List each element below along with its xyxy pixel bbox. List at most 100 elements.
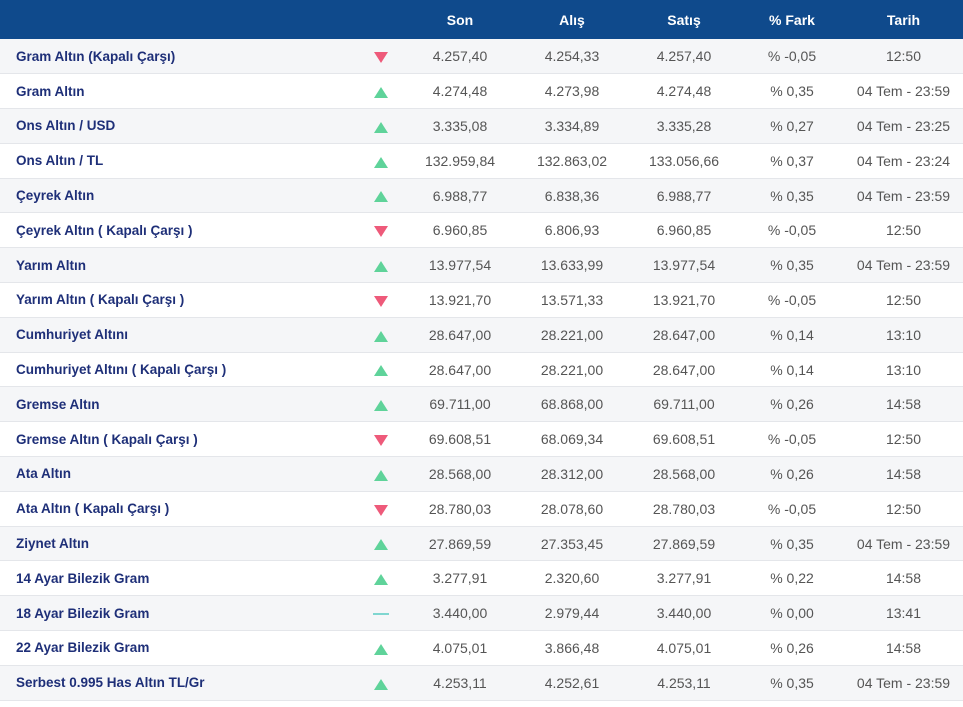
percent-change: % -0,05 (767, 222, 817, 239)
row-name-link[interactable]: Gremse Altın (16, 396, 100, 412)
row-name-link[interactable]: Serbest 0.995 Has Altın TL/Gr (16, 675, 205, 691)
row-name-link[interactable]: Gremse Altın ( Kapalı Çarşı ) (16, 431, 198, 447)
table-row[interactable]: Yarım Altın ( Kapalı Çarşı ) 13.921,70 13.… (0, 282, 963, 318)
table-row[interactable]: 18 Ayar Bilezik Gram 3.440,00 2.979,44 3.44… (0, 595, 963, 631)
trend-up-arrow-icon (374, 574, 388, 586)
trend-up-arrow-icon (374, 365, 388, 377)
trend-down-arrow-icon (374, 434, 388, 446)
price-satis: 133.056,66 (648, 152, 720, 169)
trend-cell (358, 143, 404, 178)
trend-up-arrow-icon (374, 260, 388, 272)
row-name-link[interactable]: Cumhuriyet Altını (16, 327, 129, 343)
row-name-link[interactable]: 22 Ayar Bilezik Gram (16, 640, 150, 656)
price-alis: 28.078,60 (540, 500, 604, 517)
price-satis: 69.608,51 (652, 431, 716, 448)
trend-up-arrow-icon (374, 86, 388, 98)
update-time: 13:10 (885, 361, 922, 378)
price-son: 132.959,84 (424, 152, 496, 169)
price-satis: 28.647,00 (652, 361, 716, 378)
row-name-link[interactable]: Ons Altın / USD (16, 118, 116, 134)
percent-change: % 0,26 (770, 465, 814, 482)
price-son: 69.608,51 (428, 431, 492, 448)
percent-change: % 0,27 (770, 117, 814, 134)
trend-cell (358, 248, 404, 283)
price-alis: 4.273,98 (544, 83, 600, 100)
price-alis: 6.806,93 (544, 222, 600, 239)
trend-cell (358, 74, 404, 109)
trend-up-arrow-icon (374, 539, 388, 551)
row-name-link[interactable]: Gram Altın (Kapalı Çarşı) (16, 48, 176, 64)
table-row[interactable]: Çeyrek Altın ( Kapalı Çarşı ) 6.960,85 6.8… (0, 212, 963, 248)
row-name-link[interactable]: Ata Altın (16, 466, 71, 482)
table-row[interactable]: Ata Altın ( Kapalı Çarşı ) 28.780,03 28.07… (0, 491, 963, 527)
percent-change: % 0,37 (770, 152, 814, 169)
percent-change: % -0,05 (767, 291, 817, 308)
table-row[interactable]: Gram Altın 4.274,48 4.273,98 4.274,48 % 0,35… (0, 73, 963, 109)
price-satis: 3.277,91 (656, 570, 712, 587)
table-row[interactable]: Gremse Altın 69.711,00 68.868,00 69.711,00%… (0, 386, 963, 422)
header-alis[interactable]: Alış (559, 11, 585, 28)
price-alis: 3.334,89 (544, 117, 600, 134)
price-alis: 28.221,00 (540, 326, 604, 343)
trend-down-arrow-icon (374, 295, 388, 307)
trend-up-arrow-icon (374, 191, 388, 203)
price-son: 4.075,01 (432, 639, 488, 656)
table-row[interactable]: 22 Ayar Bilezik Gram 4.075,01 3.866,48 4.07… (0, 630, 963, 666)
table-row[interactable]: Ziynet Altın 27.869,59 27.353,45 27.869,59%… (0, 526, 963, 561)
table-row[interactable]: 14 Ayar Bilezik Gram 3.277,91 2.320,60 3.27… (0, 560, 963, 596)
price-satis: 3.440,00 (656, 605, 712, 622)
price-satis: 6.988,77 (656, 187, 712, 204)
row-name-link[interactable]: Çeyrek Altın (16, 188, 95, 204)
row-name-link[interactable]: Yarım Altın (16, 257, 87, 273)
price-son: 28.647,00 (428, 361, 492, 378)
price-alis: 68.069,34 (540, 431, 604, 448)
price-son: 13.921,70 (428, 291, 492, 308)
price-alis: 28.312,00 (540, 465, 604, 482)
table-row[interactable]: Çeyrek Altın 6.988,77 6.838,36 6.988,77 % 0,… (0, 178, 963, 213)
table-row[interactable]: Cumhuriyet Altını 28.647,00 28.221,00 28.64… (0, 317, 963, 353)
table-row[interactable]: Gram Altın (Kapalı Çarşı) 4.257,40 4.254,3… (0, 39, 963, 74)
table-row[interactable]: Cumhuriyet Altını ( Kapalı Çarşı ) 28.647… (0, 352, 963, 387)
update-time: 12:50 (885, 291, 922, 308)
row-name-link[interactable]: Ons Altın / TL (16, 153, 104, 169)
header-satis[interactable]: Satış (667, 11, 701, 28)
price-satis: 6.960,85 (656, 222, 712, 239)
price-alis: 13.571,33 (540, 291, 604, 308)
header-fark[interactable]: % Fark (769, 11, 815, 28)
table-row[interactable]: Serbest 0.995 Has Altın TL/Gr 4.253,11 4.2… (0, 665, 963, 701)
trend-up-arrow-icon (374, 330, 388, 342)
percent-change: % -0,05 (767, 48, 817, 65)
trend-up-arrow-icon (374, 678, 388, 690)
trend-cell (358, 317, 404, 352)
table-row[interactable]: Ons Altın / TL 132.959,84 132.863,02 133.05… (0, 143, 963, 179)
header-name (0, 0, 358, 39)
percent-change: % -0,05 (767, 500, 817, 517)
row-name-link[interactable]: Ata Altın ( Kapalı Çarşı ) (16, 501, 170, 517)
update-time: 04 Tem - 23:25 (856, 117, 951, 134)
percent-change: % -0,05 (767, 431, 817, 448)
row-name-link[interactable]: Ziynet Altın (16, 536, 89, 552)
header-tarih[interactable]: Tarih (886, 11, 921, 28)
update-time: 12:50 (885, 48, 922, 65)
price-son: 4.257,40 (432, 48, 488, 65)
header-son[interactable]: Son (446, 11, 474, 28)
row-name-link[interactable]: 18 Ayar Bilezik Gram (16, 605, 150, 621)
trend-cell (358, 213, 404, 248)
price-alis: 4.254,33 (544, 48, 600, 65)
row-name-link[interactable]: Yarım Altın ( Kapalı Çarşı ) (16, 292, 185, 308)
trend-up-arrow-icon (374, 469, 388, 481)
row-name-link[interactable]: Cumhuriyet Altını ( Kapalı Çarşı ) (16, 362, 227, 378)
price-son: 4.253,11 (433, 674, 487, 691)
price-satis: 4.075,01 (656, 639, 712, 656)
table-row[interactable]: Ata Altın 28.568,00 28.312,00 28.568,00 % 0,… (0, 456, 963, 492)
table-row[interactable]: Gremse Altın ( Kapalı Çarşı ) 69.608,51 68… (0, 421, 963, 457)
row-name-link[interactable]: Çeyrek Altın ( Kapalı Çarşı ) (16, 222, 193, 238)
price-alis: 2.320,60 (544, 570, 600, 587)
price-alis: 4.252,61 (544, 674, 600, 691)
table-row[interactable]: Yarım Altın 13.977,54 13.633,99 13.977,54 % … (0, 247, 963, 283)
table-row[interactable]: Ons Altın / USD 3.335,08 3.334,89 3.335,28%… (0, 108, 963, 144)
trend-down-arrow-icon (374, 504, 388, 516)
row-name-link[interactable]: 14 Ayar Bilezik Gram (16, 570, 150, 586)
row-name-link[interactable]: Gram Altın (16, 83, 85, 99)
price-son: 6.960,85 (432, 222, 488, 239)
